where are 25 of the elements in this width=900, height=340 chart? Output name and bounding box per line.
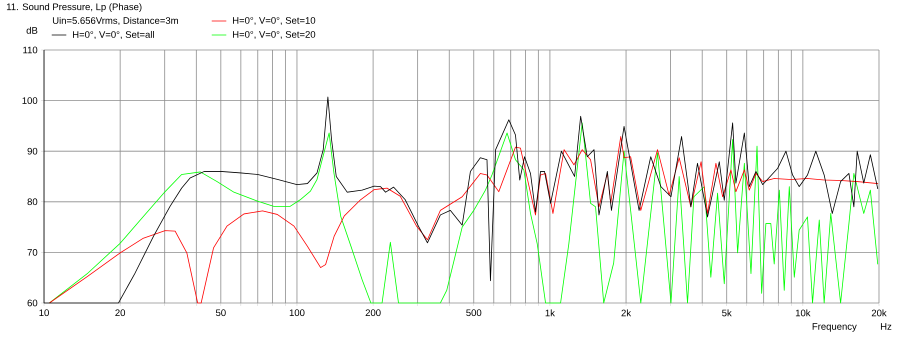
- x-tick-label: 500: [466, 309, 482, 316]
- x-tick-label: 1k: [546, 309, 555, 316]
- x-tick-label: 200: [366, 309, 381, 316]
- chart-subtitle: Uin=5.656Vrms, Distance=3m: [52, 16, 178, 26]
- x-tick-label: 10k: [796, 309, 811, 316]
- chart-title: 11. Sound Pressure, Lp (Phase): [6, 3, 142, 12]
- x-axis-title: Frequency: [812, 323, 857, 332]
- y-axis-title: dB: [26, 26, 38, 34]
- y-tick-label: 60: [28, 300, 38, 306]
- x-tick-label: 10: [39, 309, 49, 316]
- x-tick-label: 5k: [722, 309, 732, 316]
- x-tick-label: 20: [115, 309, 126, 316]
- text: Hz: [880, 323, 892, 330]
- legend-label: H=0°, V=0°, Set=10: [232, 17, 316, 25]
- y-tick-label: 110: [23, 46, 38, 54]
- x-tick-label: 50: [216, 309, 226, 316]
- x-tick-label: 2k: [622, 309, 632, 316]
- x-tick-label: 100: [290, 309, 305, 316]
- y-tick-label: 70: [28, 249, 38, 256]
- y-tick-label: 100: [22, 97, 38, 104]
- y-tick-label: 80: [28, 198, 38, 206]
- x-tick-label: 20k: [872, 309, 887, 316]
- legend-label: H=0°, V=0°, Set=all: [73, 30, 154, 40]
- y-tick-label: 90: [28, 148, 38, 155]
- legend-label: H=0°, V=0°, Set=20: [232, 31, 316, 39]
